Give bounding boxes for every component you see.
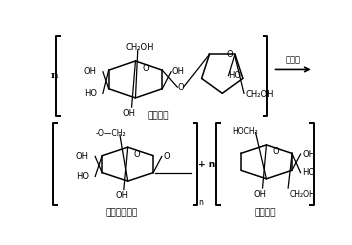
Text: O: O bbox=[143, 64, 150, 73]
Text: + n: + n bbox=[198, 160, 215, 169]
Text: -O—CH₂: -O—CH₂ bbox=[95, 129, 126, 138]
Text: n: n bbox=[50, 71, 58, 80]
Text: OH: OH bbox=[302, 150, 315, 159]
Text: HOCH₂: HOCH₂ bbox=[232, 126, 258, 135]
Text: OH: OH bbox=[115, 191, 128, 200]
Text: OH: OH bbox=[76, 152, 89, 161]
Text: OH: OH bbox=[123, 109, 136, 118]
Text: HO: HO bbox=[228, 71, 241, 80]
Text: O: O bbox=[227, 50, 233, 59]
Text: HO: HO bbox=[302, 168, 315, 177]
Text: O: O bbox=[272, 147, 279, 156]
Text: CH₂OH: CH₂OH bbox=[245, 90, 274, 99]
Text: 微生物: 微生物 bbox=[286, 56, 301, 65]
Text: OH: OH bbox=[254, 190, 267, 198]
Text: O: O bbox=[134, 150, 140, 159]
Text: （果糖）: （果糖） bbox=[254, 209, 276, 218]
Text: OH: OH bbox=[84, 67, 97, 76]
Text: O: O bbox=[177, 83, 184, 92]
Text: CH₂OH: CH₂OH bbox=[125, 43, 153, 52]
Text: n: n bbox=[198, 197, 203, 207]
Text: （蕌糖）: （蕌糖） bbox=[148, 112, 169, 121]
Text: O: O bbox=[163, 152, 170, 161]
Text: OH: OH bbox=[172, 67, 185, 76]
Text: HO: HO bbox=[76, 172, 89, 181]
Text: HO: HO bbox=[84, 89, 97, 98]
Text: （右旋糖酆）: （右旋糖酆） bbox=[105, 209, 138, 218]
Text: CH₂OH: CH₂OH bbox=[290, 190, 315, 198]
